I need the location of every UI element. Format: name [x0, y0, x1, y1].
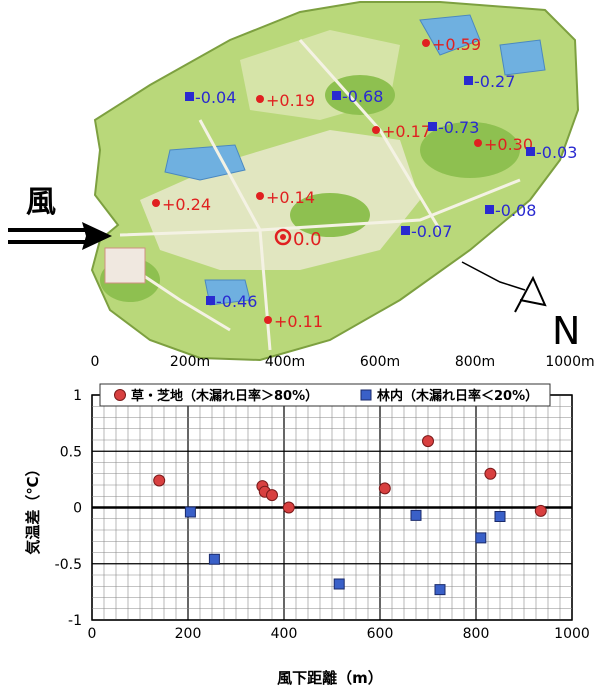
map-markers: +0.59 +0.19 +0.17 +0.30 +0.24 +0.14 +0.11 -0.04…	[152, 35, 577, 331]
grass-temp-label: +0.14	[266, 188, 315, 207]
forest-temp-label: -0.03	[536, 143, 577, 162]
forest-marker	[206, 296, 215, 305]
chart-ticks: 0 200 400 600 800 1000 1 0.5 0 -0.5 -1	[55, 388, 590, 642]
grass-temp-label: +0.17	[382, 122, 431, 141]
forest-marker	[332, 91, 341, 100]
plaza	[104, 247, 146, 284]
scale-tick-label: 800m	[455, 354, 495, 370]
forest-temp-label: -0.08	[495, 201, 536, 220]
reference-label: 0.0	[293, 229, 322, 250]
grass-data-point	[266, 489, 278, 502]
forest-temp-label: -0.27	[474, 72, 515, 91]
distance-scale: 0 200m 400m 600m 800m 1000m	[91, 354, 595, 370]
grass-temp-label: +0.19	[266, 91, 315, 110]
scale-tick-label: 600m	[360, 354, 400, 370]
x-tick-label: 400	[271, 626, 298, 642]
forest-marker	[428, 122, 437, 131]
scale-tick-label: 200m	[170, 354, 210, 370]
forest-marker	[464, 76, 473, 85]
grass-data-point	[534, 504, 547, 517]
chart-grid	[91, 394, 573, 621]
grass-marker	[372, 126, 380, 134]
scatter-chart: 0 200 400 600 800 1000 1 0.5 0 -0.5 -1 草・芝地（木漏れ日率＞…	[24, 383, 590, 687]
wind-label: 風	[26, 185, 56, 220]
y-tick-label: 1	[73, 388, 82, 404]
legend-marker-grass	[114, 389, 126, 401]
north-label: N	[552, 309, 580, 353]
forest-temp-label: -0.04	[195, 88, 236, 107]
grass-data-point	[282, 501, 295, 514]
grass-marker	[264, 316, 272, 324]
forest-data-point	[184, 506, 196, 518]
scale-tick-label: 0	[91, 354, 100, 370]
grass-data-point	[378, 482, 391, 495]
forest-marker	[485, 205, 494, 214]
grass-marker	[152, 199, 160, 207]
forest-data-point	[494, 511, 506, 522]
pond	[499, 39, 546, 76]
park-path	[198, 119, 272, 351]
y-tick-label: 0	[73, 501, 82, 517]
park-map: 風 N 0.0 +0.59+0.19+0.17+0.30+0.24 +0.14+0…	[8, 1, 595, 370]
legend-label-forest: 林内（木漏れ日率＜20%）	[377, 388, 538, 404]
forest-data-point	[410, 509, 422, 521]
forest-data-point	[208, 553, 220, 565]
forest-temp-label: -0.73	[438, 118, 479, 137]
grass-data-point	[484, 467, 497, 480]
north-arrow-icon	[461, 261, 547, 313]
pond	[419, 14, 481, 56]
x-tick-label: 600	[367, 626, 394, 642]
forest-patch	[325, 75, 395, 115]
central-lawn	[140, 130, 420, 270]
x-tick-label: 200	[175, 626, 202, 642]
wind-arrow	[8, 222, 112, 250]
grass-marker	[256, 95, 264, 103]
scale-tick-label: 400m	[265, 354, 305, 370]
grass-temp-label: +0.30	[484, 135, 533, 154]
park-map-panel: 風 N 0.0 +0.59 +0.19 +0.17 +0.30 +0.24 +0.14 +0…	[8, 1, 595, 370]
y-tick-label: -1	[68, 613, 82, 629]
scale-tick-label: 1000m	[545, 354, 594, 370]
forest-temp-label: -0.07	[411, 222, 452, 241]
y-tick-label: 0.5	[60, 444, 82, 460]
x-axis-label: 風下距離（m）	[277, 669, 383, 687]
pond	[164, 144, 246, 181]
chart-panel: 0 200 400 600 800 1000 1 0.5 0 -0.5 -1 草・芝地（木漏れ日率＞…	[0, 380, 600, 693]
legend-label-grass: 草・芝地（木漏れ日率＞80%）	[131, 388, 318, 404]
legend-marker-forest	[360, 389, 372, 401]
grass-marker	[474, 139, 482, 147]
grass-marker	[256, 192, 264, 200]
y-axis-label: 気温差（℃）	[24, 461, 42, 554]
grass-temp-label: +0.11	[274, 312, 323, 331]
x-tick-label: 800	[463, 626, 490, 642]
chart-points	[153, 435, 547, 596]
forest-data-point	[475, 532, 487, 544]
park-path	[119, 178, 521, 237]
forest-marker	[185, 92, 194, 101]
forest-temp-label: -0.68	[342, 87, 383, 106]
forest-marker	[526, 147, 535, 156]
forest-patch	[420, 122, 520, 178]
x-tick-label: 0	[88, 626, 97, 642]
forest-marker	[401, 226, 410, 235]
reference-point	[274, 228, 292, 246]
forest-data-point	[434, 584, 446, 596]
grass-data-point	[422, 435, 434, 448]
grass-temp-label: +0.24	[162, 195, 211, 214]
x-tick-label: 1000	[554, 626, 590, 642]
forest-data-point	[333, 578, 345, 590]
y-tick-label: -0.5	[55, 557, 82, 573]
grass-marker	[422, 39, 430, 47]
grass-data-point	[153, 474, 166, 487]
forest-temp-label: -0.46	[216, 292, 257, 311]
legend: 草・芝地（木漏れ日率＞80%） 林内（木漏れ日率＜20%）	[99, 383, 551, 407]
grass-temp-label: +0.59	[432, 35, 481, 54]
